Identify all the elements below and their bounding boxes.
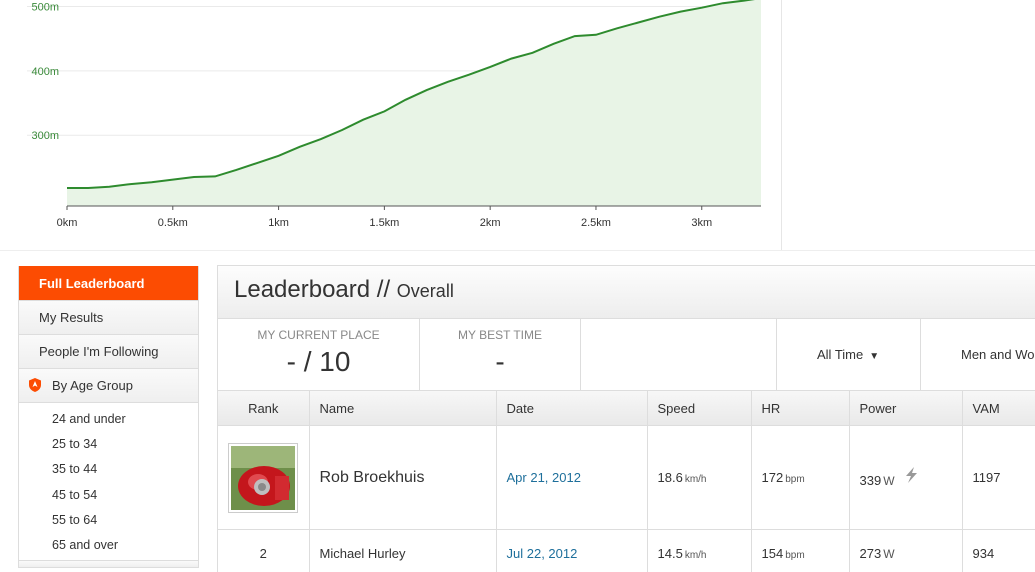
current-place-stat: My Current Place - / 10 [218, 319, 420, 390]
speed-unit: km/h [685, 550, 707, 561]
leaderboard-subtitle: Overall [397, 281, 454, 301]
column-header-date[interactable]: Date [496, 391, 647, 426]
date-link[interactable]: Apr 21, 2012 [507, 470, 581, 485]
leaderboard-panel: Leaderboard // Overall My Current Place … [217, 265, 1035, 572]
x-tick-label: 1km [268, 217, 289, 229]
hr-value: 172 [762, 470, 784, 485]
stats-bar: My Current Place - / 10 My Best Time - A… [218, 319, 1035, 391]
column-header-name[interactable]: Name [309, 391, 496, 426]
age-group-45-54[interactable]: 45 to 54 [19, 483, 198, 508]
best-time-value: - [420, 346, 580, 378]
caret-down-icon: ▼ [869, 351, 879, 362]
x-tick-label: 0.5km [158, 217, 188, 229]
best-time-label: My Best Time [420, 328, 580, 342]
power-unit: W [883, 547, 894, 561]
column-header-rank[interactable]: Rank [218, 391, 309, 426]
power-value: 339 [860, 473, 882, 488]
column-header-power[interactable]: Power [849, 391, 962, 426]
speed-value: 18.6 [658, 470, 683, 485]
current-place-value: - / 10 [218, 346, 419, 378]
time-filter-dropdown[interactable]: All Time ▼ [817, 319, 879, 390]
age-group-65-over[interactable]: 65 and over [19, 533, 198, 558]
sidebar-item-label: By Age Group [52, 378, 133, 393]
vam-cell: 934 [962, 530, 1035, 572]
lightning-bolt-icon [903, 467, 919, 483]
date-cell: Jul 22, 2012 [496, 530, 647, 572]
age-group-35-44[interactable]: 35 to 44 [19, 457, 198, 482]
athlete-name-cell: Michael Hurley [309, 530, 496, 572]
power-value: 273 [860, 546, 882, 561]
leaderboard-title: Leaderboard // [234, 276, 390, 303]
avatar[interactable] [228, 443, 298, 513]
gender-filter-dropdown[interactable]: Men and Women [961, 319, 1035, 390]
table-header-row: Rank Name Date Speed HR Power VAM [218, 391, 1035, 426]
speed-value: 14.5 [658, 546, 683, 561]
leaderboard-header: Leaderboard // Overall [218, 266, 1035, 319]
current-place-label: My Current Place [218, 328, 419, 342]
leaderboard-sidebar: Full Leaderboard My Results People I'm F… [18, 266, 199, 568]
age-group-24-under[interactable]: 24 and under [19, 407, 198, 432]
vam-value: 1197 [973, 470, 1001, 485]
cyclist-avatar [231, 446, 295, 510]
vam-value: 934 [973, 546, 995, 561]
y-tick-label: 500m [31, 1, 59, 13]
sidebar-footer [19, 560, 198, 567]
date-link[interactable]: Jul 22, 2012 [507, 546, 578, 561]
section-divider [0, 250, 1035, 251]
sidebar-item-full-leaderboard[interactable]: Full Leaderboard [19, 266, 198, 300]
right-divider [781, 0, 782, 250]
elevation-chart: 300m 400m 500m 0km 0.5km 1km 1.5km 2km 2.5km 3km [0, 0, 781, 250]
column-header-vam[interactable]: VAM [962, 391, 1035, 426]
athlete-name-link[interactable]: Michael Hurley [320, 546, 406, 561]
gender-filter-label: Men and Women [961, 347, 1035, 362]
athlete-name-link[interactable]: Rob Broekhuis [320, 469, 425, 486]
leaderboard-table: Rank Name Date Speed HR Power VAM [218, 391, 1035, 572]
column-header-speed[interactable]: Speed [647, 391, 751, 426]
time-filter-label: All Time [817, 347, 863, 362]
sidebar-item-by-age-group[interactable]: By Age Group [19, 368, 198, 402]
athlete-name-cell: Rob Broekhuis [309, 426, 496, 530]
date-cell: Apr 21, 2012 [496, 426, 647, 530]
page-title: Leaderboard // Overall [234, 276, 454, 304]
y-tick-label: 400m [31, 66, 59, 78]
orange-shield-icon [27, 377, 43, 393]
best-time-stat: My Best Time - [420, 319, 581, 390]
sidebar-item-my-results[interactable]: My Results [19, 300, 198, 334]
stats-spacer [581, 319, 777, 390]
column-header-hr[interactable]: HR [751, 391, 849, 426]
age-group-25-34[interactable]: 25 to 34 [19, 432, 198, 457]
rank-cell [218, 426, 309, 530]
age-group-list: 24 and under 25 to 34 35 to 44 45 to 54 … [19, 402, 198, 560]
power-unit: W [883, 474, 894, 488]
rank-cell: 2 [218, 530, 309, 572]
x-tick-label: 0km [57, 217, 78, 229]
elevation-area [67, 0, 761, 206]
x-tick-label: 3km [691, 217, 712, 229]
age-group-55-64[interactable]: 55 to 64 [19, 508, 198, 533]
hr-unit: bpm [785, 550, 804, 561]
y-tick-label: 300m [31, 130, 59, 142]
x-tick-label: 1.5km [369, 217, 399, 229]
hr-value: 154 [762, 546, 784, 561]
x-tick-label: 2.5km [581, 217, 611, 229]
speed-unit: km/h [685, 474, 707, 485]
vam-cell: 1197 [962, 426, 1035, 530]
hr-unit: bpm [785, 474, 804, 485]
sidebar-item-people-following[interactable]: People I'm Following [19, 334, 198, 368]
x-tick-label: 2km [480, 217, 501, 229]
time-filter-cell: All Time ▼ [777, 319, 921, 390]
